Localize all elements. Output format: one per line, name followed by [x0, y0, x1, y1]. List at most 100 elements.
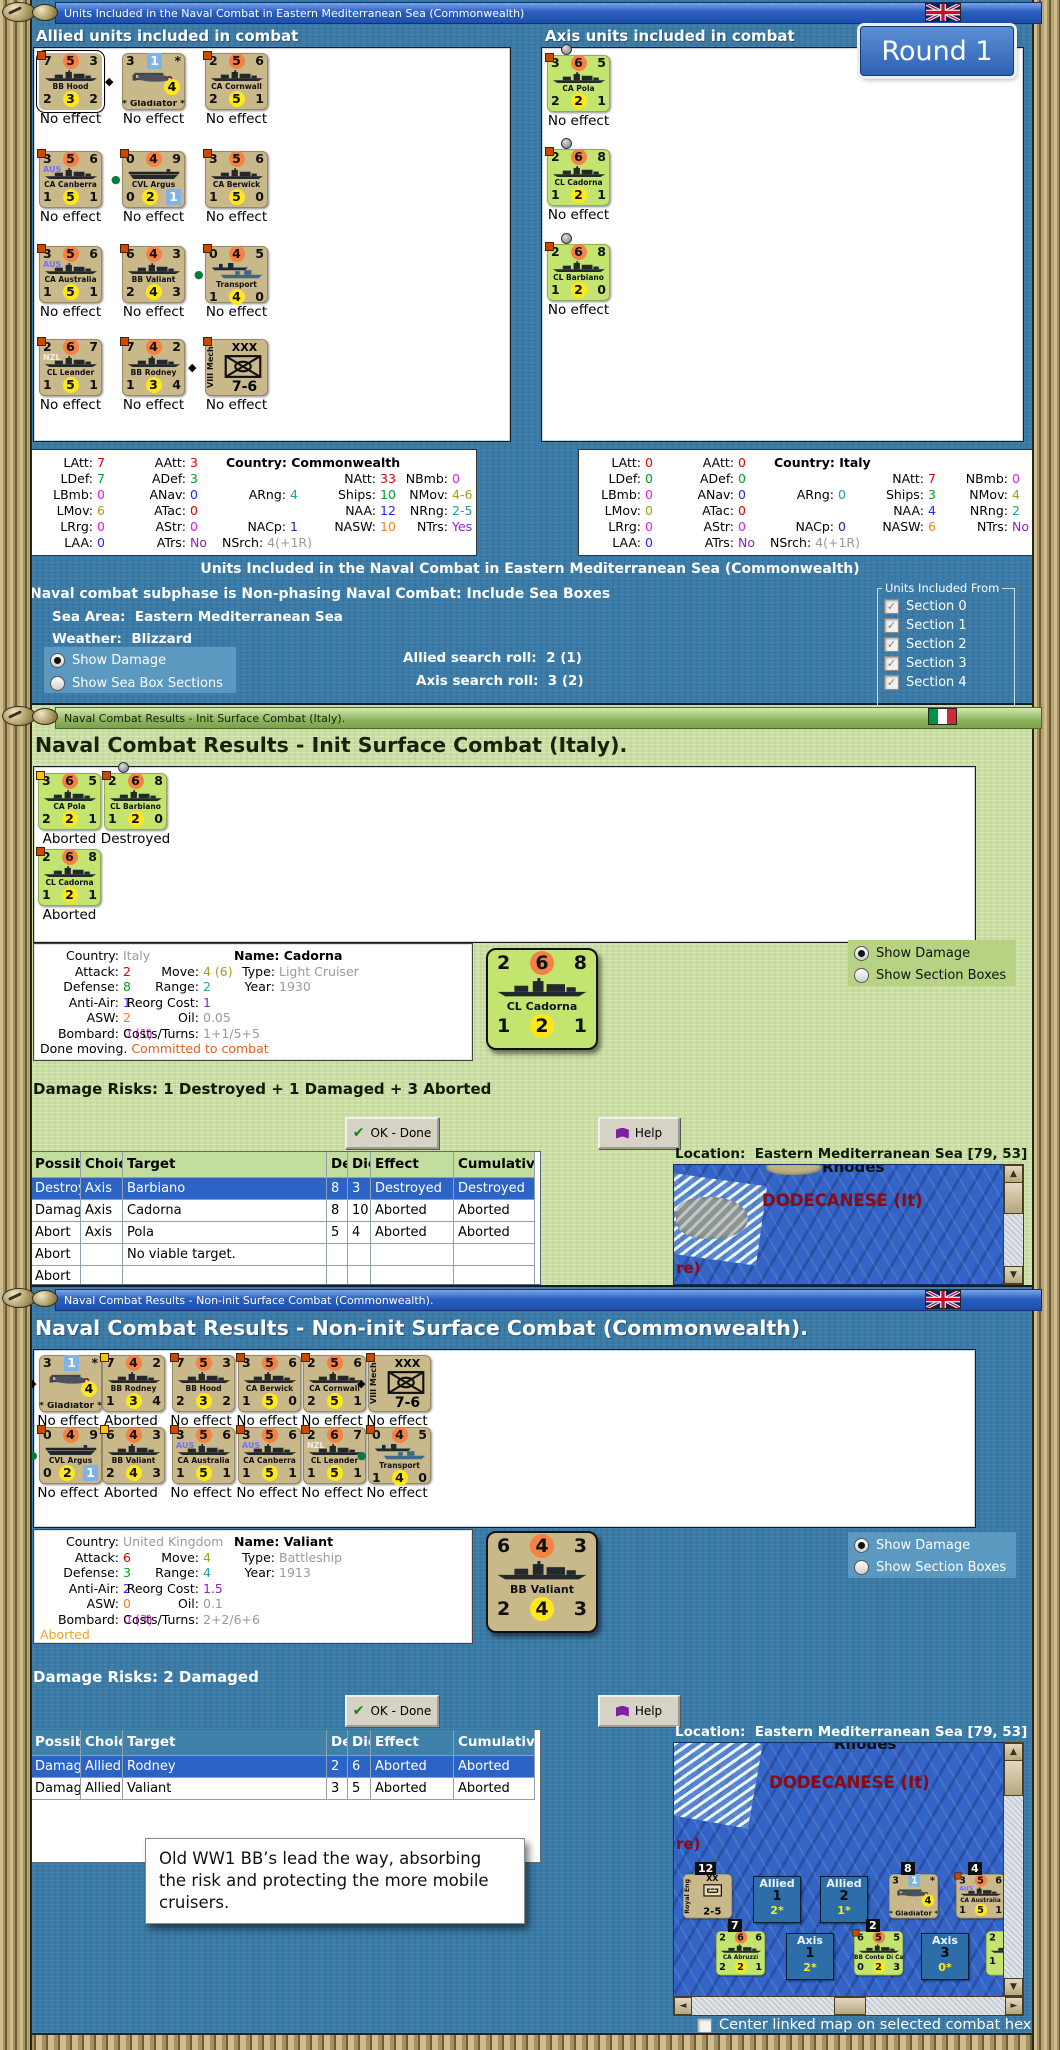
unit-counter-viii-mech[interactable]: XXX 7-6 VIII Mech: [366, 1353, 431, 1412]
window2-minimize-button[interactable]: [32, 708, 58, 725]
w2-map[interactable]: Rhodes DODECANESE (It) re): [673, 1164, 1005, 1285]
damage-table-row-pola[interactable]: Abort Axis Pola 5 4 Aborted Aborted: [31, 1222, 540, 1244]
unit-counter-ca-pola[interactable]: 3 6 5 CA Pola 2 2 1: [545, 44, 610, 112]
seabox-axis-3[interactable]: Axis 3 0*: [921, 1933, 969, 1980]
unit-counter-ca-abruzzi[interactable]: 2 6 6 CA Abruzzi 2 2 1: [716, 1922, 766, 1976]
window3-minimize-button[interactable]: [32, 1290, 58, 1307]
damage-table-row-cadorna[interactable]: DamageAxisCadorna810AbortedAborted: [31, 1200, 540, 1222]
unit-counter-cl-leander[interactable]: 2 6 7 NZL CL Leander 1 5 1: [301, 1425, 366, 1484]
ok-done-button-w3[interactable]: ✔ OK - Done: [345, 1695, 439, 1727]
unit-counter-royal-eng[interactable]: XX 2-5 Royal Eng: [683, 1874, 733, 1919]
column-header-possible[interactable]: Possible: [31, 1730, 81, 1756]
section-checkbox-section-1[interactable]: ✓ Section 1: [884, 616, 1014, 635]
damage-table-row-barbiano[interactable]: Destroy Axis Barbiano 8 3 Destroyed Destroyed: [31, 1178, 540, 1200]
unit-counter-viii-mech[interactable]: XXX 7-6 VIII Mech: [203, 337, 268, 396]
section-checkbox-section-3[interactable]: ✓ Section 3: [884, 654, 1014, 673]
unit-counter-ca-cornwall[interactable]: 2 5 6 CA Cornwall 2 5 1: [301, 1353, 366, 1412]
unit-counter-bb-rodney[interactable]: 7 4 2 BB Rodney 1 3 4: [100, 1353, 165, 1412]
radio-icon[interactable]: [854, 1559, 869, 1575]
unit-counter-cl-barbiano[interactable]: 2 6 8 CL Barbiano 1 2 0: [102, 762, 167, 830]
unit-counter-cl-cadorna[interactable]: 2 6 8 CL Cadorna 1 2 1: [545, 138, 610, 206]
radio-icon[interactable]: [50, 652, 65, 668]
w3-map-hscrollbar[interactable]: ◄ ►: [673, 1996, 1024, 2016]
section-checkbox-section-4[interactable]: ✓ Section 4: [884, 673, 1014, 692]
damage-table-row-no-viable-target[interactable]: Abort No viable target.: [31, 1244, 540, 1266]
unit-counter-bb-hood[interactable]: 7 5 3 BB Hood 2 3 2: [170, 1353, 235, 1412]
column-header-choice[interactable]: Choice: [81, 1152, 123, 1178]
unit-counter-gladiator[interactable]: 3 1 * 4 * Gladiator *: [39, 1355, 102, 1412]
unit-counter-ca-berwick[interactable]: 3 5 6 CA Berwick 1 5 0: [203, 149, 268, 208]
unit-counter-transport[interactable]: 0 4 5 Transport 1 4 0: [366, 1425, 431, 1486]
radio-show-damage-w1[interactable]: Show Damage: [50, 649, 166, 671]
unit-counter-ca-australia[interactable]: 3 5 6 AUS CA Australia 1 5 1: [37, 244, 102, 303]
radio-show-section-boxes-w2[interactable]: Show Section Boxes: [854, 964, 1006, 986]
section-checkbox-section-0[interactable]: ✓ Section 0: [884, 597, 1014, 616]
unit-counter-ca-australia[interactable]: 3 5 6 AUS CA Australia 1 5 1: [170, 1425, 235, 1484]
radio-icon[interactable]: [854, 945, 869, 961]
damage-table-row-rodney[interactable]: DamageAlliedRodney26AbortedAborted: [31, 1756, 540, 1778]
radio-show-seabox-sections-w1[interactable]: Show Sea Box Sections: [50, 672, 223, 694]
w2-map-vscrollbar[interactable]: ▲ ▼: [1003, 1164, 1024, 1285]
window3-control-button[interactable]: [2, 1288, 36, 1308]
unit-counter-ca-cornwall[interactable]: 2 5 6 CA Cornwall 2 5 1: [203, 51, 268, 110]
unit-counter-bb-rodney[interactable]: 7 4 2 BB Rodney 1 3 4: [120, 337, 185, 396]
column-header-target[interactable]: Target: [123, 1730, 327, 1756]
unit-counter-bb-hood[interactable]: 7 5 3 BB Hood 2 3 2: [37, 51, 102, 110]
seabox-allied-2[interactable]: Allied 2 1*: [820, 1876, 868, 1923]
column-header-effect[interactable]: Effect: [371, 1152, 454, 1178]
column-header-die[interactable]: Die: [348, 1152, 371, 1178]
unit-counter-transport[interactable]: 0 4 5 Transport 1 4 0: [203, 244, 268, 305]
section-checkbox-section-2[interactable]: ✓ Section 2: [884, 635, 1014, 654]
window2-control-button[interactable]: [2, 706, 36, 726]
center-map-checkbox[interactable]: ✓Center linked map on selected combat he…: [697, 2014, 1031, 2036]
unit-counter-cl-cadorna[interactable]: 2 6 8 CL Cadorna 1 2 1: [486, 948, 598, 1050]
checkbox-icon[interactable]: ✓: [697, 2017, 712, 2033]
window3-titlebar[interactable]: Naval Combat Results - Non-init Surface …: [55, 1289, 1042, 1311]
column-header-effect[interactable]: Effect: [371, 1730, 454, 1756]
unit-counter-ca-pola[interactable]: 3 6 5 CA Pola 2 2 1: [36, 771, 101, 830]
column-header-def[interactable]: Def: [327, 1152, 348, 1178]
unit-counter-ca-australia[interactable]: 3 5 6 AUS CA Australia 1 5 1: [954, 1872, 1004, 1919]
column-header-possible[interactable]: Possible: [31, 1152, 81, 1178]
w3-map-vscrollbar[interactable]: ▲ ▼: [1003, 1742, 1024, 1997]
column-header-choice[interactable]: Choice: [81, 1730, 123, 1756]
column-header-target[interactable]: Target: [123, 1152, 327, 1178]
radio-icon[interactable]: [854, 967, 869, 983]
window1-titlebar[interactable]: Units Included in the Naval Combat in Ea…: [55, 2, 1042, 24]
seabox-axis-1[interactable]: Axis 1 2*: [786, 1933, 834, 1980]
column-header-cumulative[interactable]: Cumulative: [454, 1730, 535, 1756]
seabox-allied-1[interactable]: Allied 1 2*: [753, 1876, 801, 1923]
unit-counter-cvl-argus[interactable]: 0 4 9 CVL Argus 0 2 1: [37, 1425, 102, 1484]
damage-table-row-valiant[interactable]: DamageAlliedValiant35AbortedAborted: [31, 1778, 540, 1800]
unit-counter-gladiator[interactable]: 3 1 * 4 * Gladiator *: [889, 1874, 939, 1919]
unit-counter-ca-canberra[interactable]: 3 5 6 AUS CA Canberra 1 5 1: [37, 149, 102, 208]
column-header-die[interactable]: Die: [348, 1730, 371, 1756]
unit-counter-cl-barbiano[interactable]: 2 6 8 CL Barbiano 1 2 0: [545, 233, 610, 301]
unit-counter-ca-canberra[interactable]: 3 5 6 AUS CA Canberra 1 5 1: [236, 1425, 301, 1484]
unit-counter-bb-valiant[interactable]: 6 4 3 BB Valiant 2 4 3: [486, 1531, 598, 1633]
window1-minimize-button[interactable]: [32, 4, 58, 21]
unit-counter-cl-cadorna[interactable]: 2 6 8 CL Cadorna 1 2 1: [36, 847, 101, 906]
radio-icon[interactable]: [50, 675, 65, 691]
ok-done-button-w2[interactable]: ✔ OK - Done: [345, 1117, 439, 1149]
radio-show-section-boxes-w3[interactable]: Show Section Boxes: [854, 1556, 1006, 1578]
window2-titlebar[interactable]: Naval Combat Results - Init Surface Comb…: [55, 707, 1042, 729]
radio-show-damage-w2[interactable]: Show Damage: [854, 942, 970, 964]
unit-counter-bb-valiant[interactable]: 6 4 3 BB Valiant 2 4 3: [120, 244, 185, 303]
unit-counter-cl-leander[interactable]: 2 6 7 NZL CL Leander 1 5 1: [37, 337, 102, 396]
unit-counter-ca-berwick[interactable]: 3 5 6 CA Berwick 1 5 0: [236, 1353, 301, 1412]
w3-map[interactable]: Rhodes DODECANESE (It) re) XX 2-5 Royal En…: [673, 1742, 1005, 1997]
unit-counter-bb-valiant[interactable]: 6 4 3 BB Valiant 2 4 3: [100, 1425, 165, 1484]
column-header-def[interactable]: Def: [327, 1730, 348, 1756]
help-button-w2[interactable]: Help: [598, 1117, 680, 1149]
unit-counter-gladiator[interactable]: 3 1 * 4 * Gladiator *: [122, 53, 185, 110]
window1-control-button[interactable]: [2, 2, 36, 22]
unit-counter-cvl-argus[interactable]: 0 4 9 CVL Argus 0 2 1: [120, 149, 185, 208]
radio-show-damage-w3[interactable]: Show Damage: [854, 1534, 970, 1556]
radio-icon[interactable]: [854, 1537, 869, 1553]
help-button-w3[interactable]: Help: [598, 1695, 680, 1727]
damage-table-row-abort[interactable]: Abort: [31, 1266, 540, 1284]
column-header-cumulative[interactable]: Cumulative: [454, 1152, 535, 1178]
